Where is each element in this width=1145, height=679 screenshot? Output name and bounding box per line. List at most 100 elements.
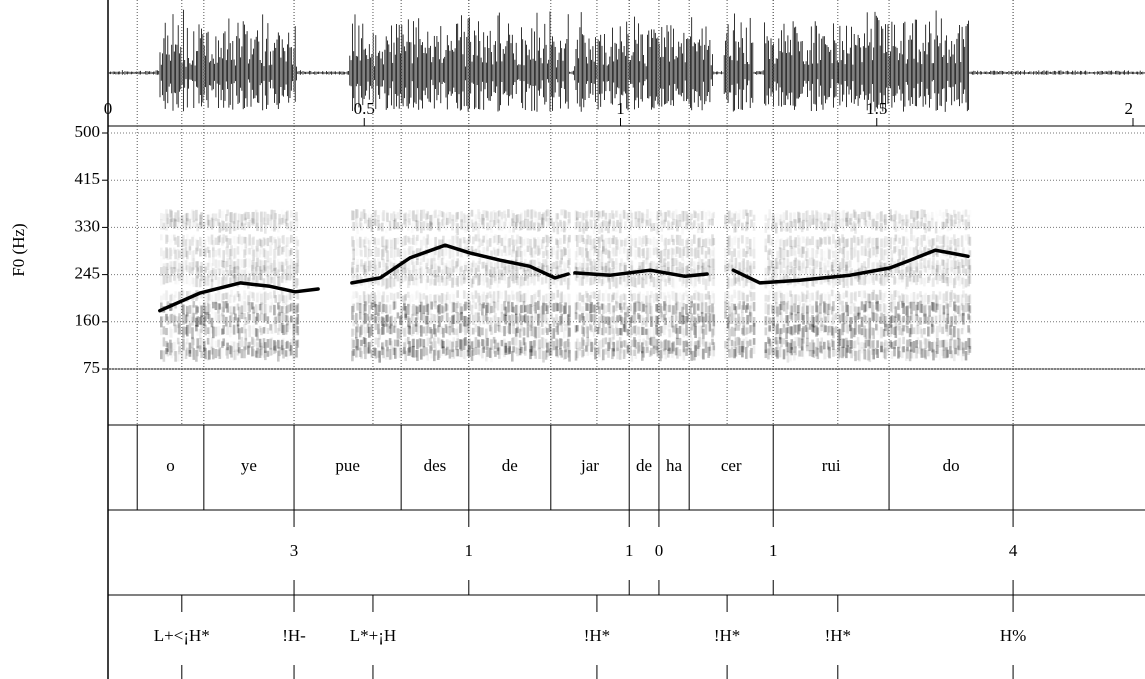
- spectrogram-cell: [702, 250, 705, 261]
- spectrogram-cell: [269, 291, 272, 299]
- spectrogram-cell: [434, 348, 437, 356]
- spectrogram-cell: [388, 338, 392, 346]
- spectrogram-cell: [520, 304, 523, 314]
- spectrogram-cell: [574, 234, 578, 242]
- spectrogram-cell: [752, 338, 756, 345]
- spectrogram-cell: [374, 295, 378, 306]
- spectrogram-cell: [166, 248, 170, 261]
- spectrogram-cell: [735, 211, 738, 219]
- spectrogram-cell: [180, 315, 184, 324]
- spectrogram-cell: [474, 290, 478, 299]
- spectrogram-cell: [374, 316, 378, 324]
- spectrogram-cell: [451, 301, 454, 314]
- spectrogram-cell: [378, 328, 381, 340]
- spectrogram-cell: [776, 261, 779, 269]
- spectrogram-cell: [782, 349, 786, 360]
- spectrogram-cell: [258, 273, 262, 280]
- spectrogram-cell: [846, 266, 849, 275]
- spectrogram-cell: [555, 213, 558, 223]
- spectrogram-cell: [648, 314, 652, 321]
- spectrogram-cell: [520, 251, 523, 261]
- spectrogram-cell: [516, 347, 519, 357]
- spectrogram-cell: [277, 246, 280, 256]
- spectrogram-cell: [674, 258, 678, 266]
- spectrogram-cell: [741, 327, 744, 335]
- spectrogram-cell: [696, 249, 700, 258]
- spectrogram-cell: [566, 346, 570, 358]
- spectrogram-cell: [362, 303, 366, 315]
- spectrogram-cell: [806, 276, 809, 288]
- spectrogram-cell: [355, 312, 358, 325]
- spectrogram-cell: [486, 316, 489, 325]
- spectrogram-cell: [542, 218, 545, 228]
- spectrogram-cell: [266, 250, 270, 263]
- spectrogram-cell: [650, 347, 653, 356]
- spectrogram-cell: [585, 239, 588, 251]
- spectrogram-cell: [863, 218, 866, 226]
- spectrogram-cell: [820, 249, 823, 261]
- spectrogram-cell: [404, 262, 407, 274]
- spectrogram-cell: [578, 302, 582, 312]
- spectrogram-cell: [442, 212, 445, 221]
- spectrogram-cell: [436, 325, 440, 333]
- spectrogram-cell: [366, 313, 370, 321]
- spectrogram-cell: [511, 337, 514, 345]
- spectrogram-cell: [667, 305, 670, 313]
- spectrogram-cell: [590, 261, 593, 273]
- spectrogram-cell: [498, 210, 501, 217]
- spectrogram-cell: [243, 236, 246, 244]
- spectrogram-cell: [778, 247, 782, 258]
- spectrogram-cell: [746, 314, 749, 325]
- spectrogram-cell: [370, 302, 374, 310]
- spectrogram-cell: [659, 303, 662, 313]
- spectrogram-cell: [708, 294, 712, 305]
- spectrogram-cell: [793, 294, 796, 306]
- spectrogram-cell: [412, 222, 415, 231]
- spectrogram-cell: [360, 339, 363, 347]
- spectrogram-cell: [422, 346, 426, 357]
- spectrogram-cell: [563, 341, 566, 349]
- spectrogram-cell: [408, 346, 411, 356]
- spectrogram-cell: [652, 293, 656, 303]
- spectrogram-cell: [838, 275, 842, 285]
- spectrogram-cell: [524, 292, 527, 302]
- spectrogram-cell: [522, 268, 526, 276]
- spectrogram-cell: [690, 337, 693, 347]
- spectrogram-cell: [653, 302, 656, 308]
- spectrogram-cell: [355, 345, 358, 358]
- spectrogram-cell: [594, 274, 597, 282]
- spectrogram-cell: [456, 301, 459, 309]
- spectrogram-cell: [618, 303, 622, 310]
- spectrogram-cell: [646, 302, 649, 314]
- spectrogram-cell: [708, 304, 712, 313]
- spectrogram-cell: [238, 315, 241, 323]
- spectrogram-cell: [512, 337, 515, 346]
- spectrogram-cell: [230, 245, 233, 257]
- spectrogram-cell: [608, 237, 612, 249]
- spectrogram-cell: [472, 340, 475, 352]
- spectrogram-cell: [236, 342, 240, 352]
- spectrogram-cell: [618, 295, 622, 308]
- spectrogram-cell: [482, 265, 485, 275]
- spectrogram-cell: [906, 295, 909, 305]
- spectrogram-cell: [867, 328, 870, 340]
- spectrogram-cell: [776, 316, 779, 326]
- spectrogram-cell: [486, 277, 489, 288]
- spectrogram-cell: [552, 221, 556, 233]
- spectrogram-cell: [530, 219, 534, 230]
- spectrogram-cell: [894, 221, 898, 232]
- spectrogram-cell: [425, 347, 428, 356]
- spectrogram-cell: [448, 211, 452, 224]
- spectrogram-cell: [364, 261, 367, 273]
- spectrogram-cell: [819, 268, 822, 277]
- spectrogram-cell: [753, 237, 756, 248]
- spectrogram-cell: [244, 328, 248, 341]
- spectrogram-cell: [382, 245, 385, 257]
- spectrogram-cell: [408, 218, 411, 226]
- spectrogram-cell: [824, 212, 827, 220]
- spectrogram-cell: [594, 209, 597, 218]
- spectrogram-cell: [400, 267, 404, 276]
- spectrogram-cell: [192, 301, 196, 308]
- spectrogram-cell: [286, 304, 289, 314]
- spectrogram-cell: [368, 248, 371, 257]
